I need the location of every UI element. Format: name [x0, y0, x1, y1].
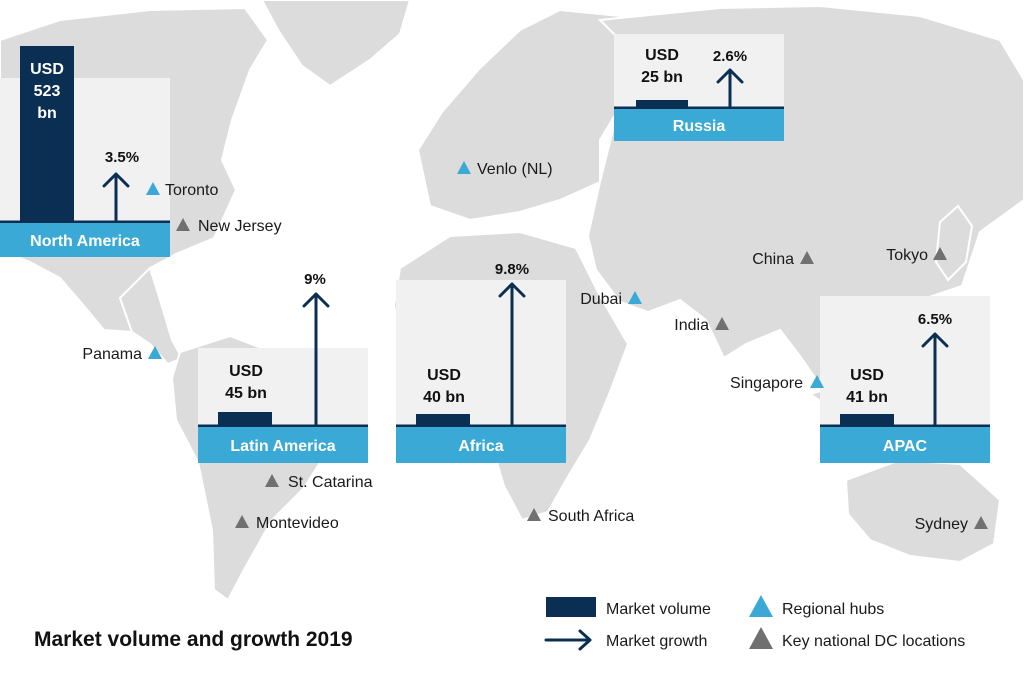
hub-singapore: Singapore [730, 375, 824, 392]
legend: Market volume Market growth Regional hub… [544, 595, 965, 651]
location-label: Panama [82, 346, 142, 363]
location-label: South Africa [548, 508, 634, 525]
region-russia: USD 25 bn 2.6% Russia [614, 34, 784, 141]
growth-arrow [921, 332, 949, 428]
regional-hubs: Toronto Venlo (NL) Dubai Panama Singapor… [82, 161, 824, 392]
region-apac: USD 41 bn 6.5% APAC [820, 296, 990, 463]
legend-market-volume-label: Market volume [606, 601, 711, 618]
market-volume-bar [20, 46, 74, 222]
location-label: St. Catarina [288, 474, 373, 491]
location-label: Toronto [165, 182, 218, 199]
volume-label-line2: 523 [34, 83, 61, 100]
region-name: Latin America [230, 438, 335, 455]
location-label: India [674, 317, 709, 334]
region-africa: USD 40 bn 9.8% Africa [396, 261, 566, 463]
hub-venlo: Venlo (NL) [457, 161, 553, 178]
legend-regional-hubs-label: Regional hubs [782, 601, 884, 618]
growth-label: 6.5% [918, 311, 952, 328]
volume-label-line2: 41 bn [846, 389, 888, 406]
location-label: Dubai [580, 291, 622, 308]
dc-india: India [674, 317, 729, 334]
dc-china: China [752, 251, 814, 268]
volume-label-line2: 45 bn [225, 385, 267, 402]
key-dc-triangle-icon [974, 516, 988, 529]
key-dc-triangle-icon [715, 317, 729, 330]
region-band [396, 427, 566, 463]
growth-arrow [302, 292, 330, 428]
legend-market-volume-swatch [546, 597, 596, 617]
dc-south-africa: South Africa [527, 508, 634, 525]
regional-hub-triangle-icon [457, 161, 471, 174]
key-dc-triangle-icon [527, 508, 541, 521]
location-label: Tokyo [886, 247, 928, 264]
region-latin-america: USD 45 bn 9% Latin America [198, 271, 368, 463]
japan-land [934, 204, 974, 282]
region-name: Russia [673, 118, 726, 135]
growth-arrow [716, 68, 744, 110]
key-dc-triangle-icon [265, 474, 279, 487]
volume-label-line3: bn [37, 105, 57, 122]
growth-arrow [498, 282, 526, 428]
growth-label: 3.5% [105, 149, 139, 166]
legend-growth-arrow-icon [544, 629, 592, 651]
region-band [198, 427, 368, 463]
regional-hub-triangle-icon [628, 291, 642, 304]
legend-market-growth-label: Market growth [606, 633, 707, 650]
market-volume-bar [416, 414, 470, 426]
location-label: Sydney [915, 516, 968, 533]
regional-hub-triangle-icon [148, 346, 162, 359]
dc-st-catarina: St. Catarina [265, 474, 373, 491]
market-volume-bar [218, 412, 272, 426]
growth-label: 9% [304, 271, 326, 288]
region-name: North America [30, 233, 140, 250]
region-band [820, 427, 990, 463]
dc-new-jersey: New Jersey [176, 218, 282, 235]
market-volume-bar [636, 100, 688, 108]
location-label: Singapore [730, 375, 803, 392]
volume-label-line2: 25 bn [641, 69, 683, 86]
greenland-land [260, 0, 412, 88]
region-band [0, 223, 170, 257]
key-dc-locations: New Jersey China Tokyo India St. Catarin… [176, 218, 988, 533]
volume-label-line1: USD [229, 363, 263, 380]
map-title: Market volume and growth 2019 [34, 628, 353, 651]
australia-land [844, 458, 1002, 564]
key-dc-triangle-icon [933, 247, 947, 260]
dc-tokyo: Tokyo [886, 247, 947, 264]
key-dc-triangle-icon [235, 515, 249, 528]
location-label: Montevideo [256, 515, 339, 532]
legend-key-dc-icon [749, 627, 773, 649]
legend-key-dc-label: Key national DC locations [782, 633, 965, 650]
growth-label: 9.8% [495, 261, 529, 278]
volume-label-line2: 40 bn [423, 389, 465, 406]
dc-sydney: Sydney [915, 516, 988, 533]
dc-montevideo: Montevideo [235, 515, 339, 532]
volume-label-line1: USD [427, 367, 461, 384]
growth-label: 2.6% [713, 48, 747, 65]
hub-dubai: Dubai [580, 291, 642, 308]
hub-panama: Panama [82, 346, 162, 363]
hub-toronto: Toronto [146, 182, 218, 199]
region-band [614, 109, 784, 141]
region-name: Africa [458, 438, 503, 455]
growth-arrow [102, 172, 130, 224]
regional-hub-triangle-icon [810, 375, 824, 388]
location-label: Venlo (NL) [477, 161, 553, 178]
region-north-america: USD 523 bn 3.5% North America [0, 46, 170, 257]
region-name: APAC [883, 438, 928, 455]
regional-hub-triangle-icon [146, 182, 160, 195]
volume-label-line1: USD [850, 367, 884, 384]
market-volume-bar [840, 414, 894, 426]
volume-label-line1: USD [30, 61, 64, 78]
volume-label-line1: USD [645, 47, 679, 64]
key-dc-triangle-icon [176, 218, 190, 231]
location-label: China [752, 251, 794, 268]
location-label: New Jersey [198, 218, 282, 235]
legend-regional-hub-icon [749, 595, 773, 617]
key-dc-triangle-icon [800, 251, 814, 264]
